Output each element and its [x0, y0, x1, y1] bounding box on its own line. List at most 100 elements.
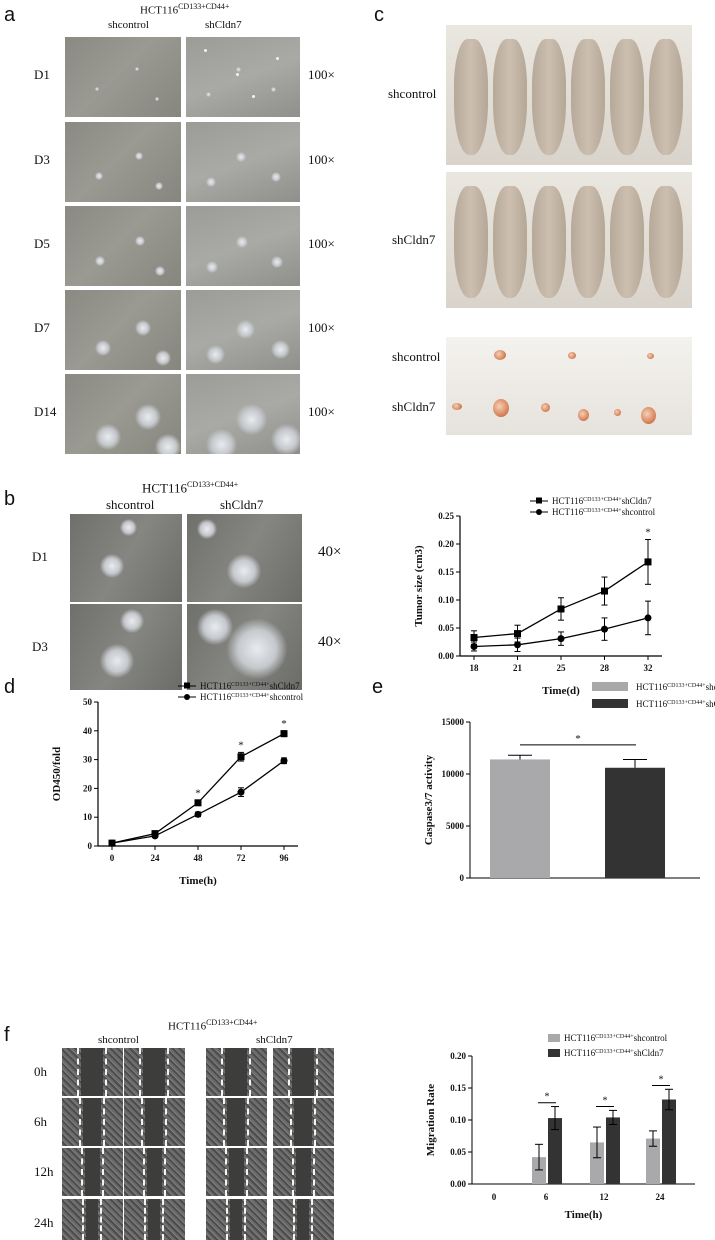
- sphere: [227, 619, 287, 679]
- bar: [662, 1099, 676, 1184]
- micrograph-shcldn7: [186, 206, 300, 286]
- sphere: [100, 644, 134, 678]
- bar: [606, 1117, 620, 1184]
- wound-edge: [223, 1098, 225, 1146]
- data-point: [237, 788, 245, 796]
- legend-marker: [536, 497, 542, 504]
- colony: [95, 172, 103, 180]
- data-point: [601, 587, 608, 595]
- scratch-image: [273, 1098, 334, 1146]
- significance-star: *: [195, 787, 201, 799]
- colony: [206, 177, 216, 187]
- y-tick-label: 10000: [442, 769, 465, 779]
- scratch-image: [206, 1098, 267, 1146]
- y-tick-label: 50: [83, 697, 93, 707]
- single-cell: [276, 57, 279, 60]
- single-cell: [204, 49, 207, 52]
- wound-edge: [82, 1199, 84, 1240]
- wound-gap: [148, 1199, 160, 1240]
- mouse: [532, 186, 566, 298]
- wound-gap: [292, 1048, 314, 1096]
- panel-letter-d: d: [4, 676, 16, 698]
- panel-b-magnification: 40×: [318, 634, 342, 650]
- wound-gap: [81, 1048, 103, 1096]
- wound-edge: [165, 1098, 167, 1146]
- wound-edge: [316, 1048, 318, 1096]
- x-tick-label: 21: [513, 663, 523, 673]
- colony: [206, 429, 237, 454]
- micrograph-shcontrol: [65, 290, 181, 370]
- y-tick-label: 0.20: [438, 539, 454, 549]
- colony: [271, 340, 290, 359]
- data-point: [280, 730, 288, 738]
- panel-a-magnification: 100×: [308, 320, 335, 335]
- mouse: [649, 186, 683, 298]
- data-point: [194, 810, 202, 818]
- sphere-shcldn7: [187, 604, 302, 690]
- mouse: [493, 39, 527, 155]
- colony: [206, 261, 218, 273]
- scratch-image: [273, 1048, 334, 1096]
- x-tick-label: 96: [280, 853, 290, 863]
- panel-a-magnification: 100×: [308, 152, 335, 167]
- wound-gap: [146, 1148, 162, 1196]
- wound-gap: [228, 1148, 244, 1196]
- mouse: [571, 186, 605, 298]
- wound-edge: [167, 1048, 169, 1096]
- wound-edge: [80, 1148, 83, 1196]
- sphere: [120, 519, 137, 536]
- legend-label: HCT116CD133+CD44+shcontrol: [636, 682, 715, 692]
- x-tick-label: 18: [470, 663, 480, 673]
- y-axis-title: Migration Rate: [425, 1084, 437, 1157]
- y-tick-label: 0: [460, 873, 465, 883]
- wound-gap: [295, 1148, 311, 1196]
- colony: [135, 404, 161, 430]
- colony: [236, 67, 241, 72]
- mouse: [454, 186, 488, 298]
- panel-letter-f: f: [4, 1024, 10, 1046]
- colony: [236, 404, 267, 435]
- scratch-image: [62, 1148, 123, 1196]
- wound-gap: [230, 1199, 242, 1240]
- data-point: [280, 757, 288, 765]
- y-tick-label: 0.05: [438, 623, 454, 633]
- panel-b-row-label: D1: [32, 549, 48, 564]
- mice-label-shcldn7: shCldn7: [392, 232, 436, 247]
- mice-photo-shcontrol: [446, 25, 692, 165]
- data-point: [470, 634, 478, 642]
- mouse: [610, 39, 644, 155]
- colony: [135, 320, 151, 336]
- legend-marker: [536, 509, 542, 515]
- colony: [236, 152, 246, 162]
- wound-edge: [290, 1098, 292, 1146]
- micrograph-shcontrol: [65, 374, 181, 454]
- wound-edge: [245, 1148, 248, 1196]
- micrograph-shcontrol: [65, 122, 181, 202]
- y-tick-label: 0.15: [438, 567, 454, 577]
- sphere: [100, 554, 124, 578]
- x-tick-label: 24: [656, 1192, 666, 1202]
- colony: [95, 256, 105, 266]
- data-point: [470, 642, 478, 650]
- data-point: [644, 558, 652, 566]
- panel-f-row-label: 0h: [34, 1064, 47, 1079]
- wound-edge: [105, 1048, 107, 1096]
- migration-chart: 0.00 0.05 0.10 0.15 0.20 Migration Rate 0 6 12 24…: [425, 1033, 695, 1221]
- panel-a-row-label: D7: [34, 320, 50, 335]
- scratch-image: [62, 1048, 123, 1096]
- mouse: [493, 186, 527, 298]
- significance-star: *: [545, 1092, 550, 1103]
- panel-a-row-label: D14: [34, 404, 57, 419]
- micrograph-shcldn7: [186, 37, 300, 117]
- y-tick-label: 10: [83, 812, 93, 822]
- bar: [590, 1142, 604, 1184]
- x-tick-label: 48: [194, 853, 204, 863]
- y-tick-label: 5000: [446, 821, 465, 831]
- bar: [605, 767, 665, 878]
- wound-edge: [244, 1199, 246, 1240]
- colony: [135, 152, 143, 160]
- wound-gap: [86, 1199, 98, 1240]
- y-axis-title: OD450/fold: [51, 747, 63, 801]
- colony: [206, 92, 211, 97]
- single-cell: [236, 73, 239, 76]
